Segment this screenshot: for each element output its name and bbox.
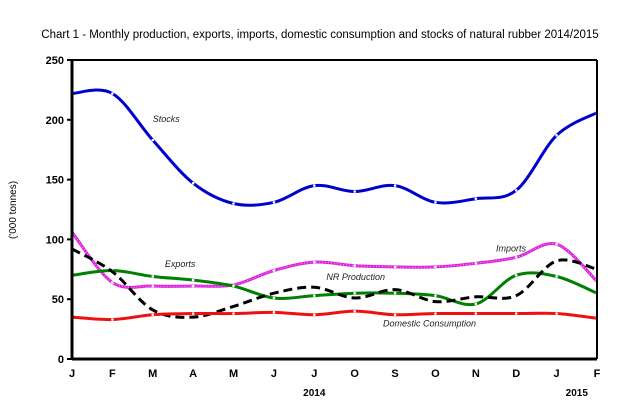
y-tick-label: 100 [46, 234, 64, 246]
data-point [232, 202, 235, 205]
data-point [353, 190, 356, 193]
data-point [555, 242, 558, 246]
y-tick-label: 250 [46, 55, 64, 67]
data-point [514, 312, 518, 315]
data-point [474, 197, 478, 201]
x-tick-label: J [554, 368, 560, 380]
data-point [313, 184, 316, 187]
series-nr-production [71, 247, 598, 319]
data-point [393, 265, 397, 269]
data-point [151, 138, 155, 142]
data-point [393, 184, 397, 187]
x-tick-label: O [431, 368, 440, 380]
data-point [232, 284, 235, 288]
data-point [151, 275, 155, 278]
y-axis-label: ('000 tonnes) [8, 181, 19, 239]
series-stocks [70, 88, 599, 207]
y-tick-label: 50 [52, 294, 64, 306]
x-tick-label: M [148, 368, 157, 380]
series-labels: Stocks Imports Exports NR Production Domesti… [153, 114, 527, 329]
data-point [353, 264, 356, 268]
plot-frame [70, 59, 598, 361]
x-tick-label: N [472, 368, 480, 380]
x-tick-label: O [350, 368, 359, 380]
data-point [111, 318, 114, 321]
x-tick-label: A [189, 368, 197, 380]
year-label: 2014 [303, 388, 326, 399]
y-tick-label: 0 [58, 354, 64, 366]
y-tick-label: 200 [46, 115, 64, 127]
series-label-exports: Exports [165, 259, 196, 269]
data-point [434, 265, 437, 269]
data-point [434, 201, 437, 204]
data-point [111, 92, 114, 95]
data-point [313, 294, 316, 297]
year-label: 2015 [566, 388, 589, 399]
series-line-domestic-consumption [71, 309, 598, 322]
data-point [555, 312, 558, 315]
data-point [151, 313, 155, 317]
data-point [393, 313, 397, 317]
data-point [474, 312, 478, 315]
data-point [272, 311, 276, 314]
data-point [191, 278, 195, 282]
x-tick-label: S [391, 368, 398, 380]
data-point [353, 309, 356, 313]
data-point [474, 262, 478, 265]
series-label-imports: Imports [496, 243, 527, 253]
x-tick-label: J [69, 368, 75, 380]
y-ticks: 0 50 100 150 200 250 [46, 55, 72, 366]
chart-title: Chart 1 - Monthly production, exports, i… [41, 29, 598, 41]
data-point [313, 313, 316, 317]
data-point [111, 281, 114, 284]
series-domestic-consumption [70, 309, 599, 322]
series-line-stocks [71, 88, 598, 207]
y-tick-label: 150 [46, 175, 64, 187]
series-label-stocks: Stocks [153, 114, 181, 124]
x-tick-label: J [311, 368, 317, 380]
data-point [514, 256, 518, 259]
data-point [151, 284, 155, 288]
data-point [434, 294, 437, 297]
x-tick-label: F [594, 368, 601, 380]
data-point [272, 201, 276, 204]
data-point [313, 260, 316, 264]
x-tick-label: D [512, 368, 520, 380]
data-point [191, 284, 195, 288]
data-point [555, 275, 558, 278]
data-point [353, 291, 356, 295]
data-point [272, 296, 276, 300]
series-line-texture [71, 231, 598, 288]
year-labels: 2014 2015 [303, 388, 588, 399]
data-point [272, 269, 276, 272]
x-tick-label: M [229, 368, 238, 380]
series-lines [70, 88, 599, 322]
data-point [191, 181, 195, 185]
series-label-domestic-consumption: Domestic Consumption [383, 319, 476, 329]
data-point [434, 312, 437, 315]
series-label-nr-production: NR Production [326, 272, 385, 282]
data-point [474, 302, 478, 306]
series-line-exports [71, 268, 598, 307]
data-point [393, 291, 397, 295]
data-point [191, 312, 195, 315]
data-point [232, 312, 235, 315]
data-point [514, 189, 518, 192]
x-tick-label: F [109, 368, 116, 380]
x-tick-label: J [271, 368, 277, 380]
data-point [514, 273, 518, 277]
series-line-nr-production [71, 247, 598, 319]
data-point [555, 134, 558, 137]
